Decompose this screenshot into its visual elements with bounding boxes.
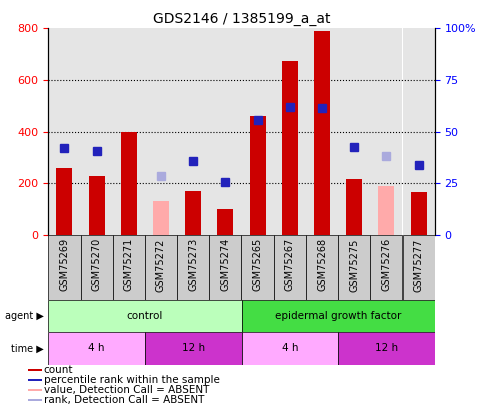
- Bar: [145, 235, 177, 300]
- Bar: [121, 132, 137, 235]
- Bar: [28, 369, 42, 371]
- Text: GSM75265: GSM75265: [253, 238, 263, 291]
- Text: percentile rank within the sample: percentile rank within the sample: [44, 375, 220, 385]
- Text: epidermal growth factor: epidermal growth factor: [275, 311, 401, 321]
- Bar: [282, 61, 298, 235]
- Text: GSM75277: GSM75277: [413, 238, 424, 292]
- Text: 4 h: 4 h: [88, 343, 105, 353]
- Text: value, Detection Call = ABSENT: value, Detection Call = ABSENT: [44, 385, 209, 395]
- Bar: [48, 28, 81, 235]
- Bar: [48, 300, 242, 332]
- Bar: [145, 28, 177, 235]
- Text: rank, Detection Call = ABSENT: rank, Detection Call = ABSENT: [44, 395, 204, 405]
- Bar: [274, 235, 306, 300]
- Bar: [242, 332, 338, 364]
- Bar: [177, 28, 209, 235]
- Bar: [378, 186, 395, 235]
- Bar: [338, 28, 370, 235]
- Bar: [338, 332, 435, 364]
- Text: 12 h: 12 h: [182, 343, 205, 353]
- Text: GSM75276: GSM75276: [382, 238, 391, 291]
- Text: GSM75270: GSM75270: [92, 238, 101, 291]
- Bar: [57, 168, 72, 235]
- Bar: [48, 235, 81, 300]
- Text: GSM75267: GSM75267: [285, 238, 295, 291]
- Bar: [242, 235, 274, 300]
- Bar: [370, 28, 402, 235]
- Bar: [402, 235, 435, 300]
- Bar: [250, 116, 266, 235]
- Text: GSM75268: GSM75268: [317, 238, 327, 291]
- Bar: [88, 175, 105, 235]
- Bar: [370, 235, 402, 300]
- Bar: [113, 28, 145, 235]
- Title: GDS2146 / 1385199_a_at: GDS2146 / 1385199_a_at: [153, 12, 330, 26]
- Bar: [314, 31, 330, 235]
- Text: agent ▶: agent ▶: [5, 311, 43, 321]
- Text: GSM75274: GSM75274: [220, 238, 230, 291]
- Text: count: count: [44, 364, 73, 375]
- Bar: [209, 28, 242, 235]
- Bar: [28, 389, 42, 391]
- Bar: [81, 235, 113, 300]
- Text: time ▶: time ▶: [11, 343, 43, 353]
- Text: GSM75273: GSM75273: [188, 238, 198, 291]
- Bar: [306, 28, 338, 235]
- Bar: [177, 235, 209, 300]
- Text: GSM75275: GSM75275: [349, 238, 359, 292]
- Bar: [242, 300, 435, 332]
- Bar: [346, 179, 362, 235]
- Bar: [145, 332, 242, 364]
- Bar: [28, 399, 42, 401]
- Bar: [113, 235, 145, 300]
- Bar: [338, 235, 370, 300]
- Bar: [81, 28, 113, 235]
- Bar: [306, 235, 338, 300]
- Bar: [402, 28, 435, 235]
- Text: GSM75272: GSM75272: [156, 238, 166, 292]
- Bar: [28, 379, 42, 381]
- Bar: [153, 201, 169, 235]
- Text: 12 h: 12 h: [375, 343, 398, 353]
- Bar: [274, 28, 306, 235]
- Text: GSM75271: GSM75271: [124, 238, 134, 291]
- Bar: [185, 191, 201, 235]
- Text: GSM75269: GSM75269: [59, 238, 70, 291]
- Bar: [217, 209, 233, 235]
- Bar: [411, 192, 426, 235]
- Bar: [209, 235, 242, 300]
- Text: control: control: [127, 311, 163, 321]
- Bar: [242, 28, 274, 235]
- Bar: [48, 332, 145, 364]
- Text: 4 h: 4 h: [282, 343, 298, 353]
